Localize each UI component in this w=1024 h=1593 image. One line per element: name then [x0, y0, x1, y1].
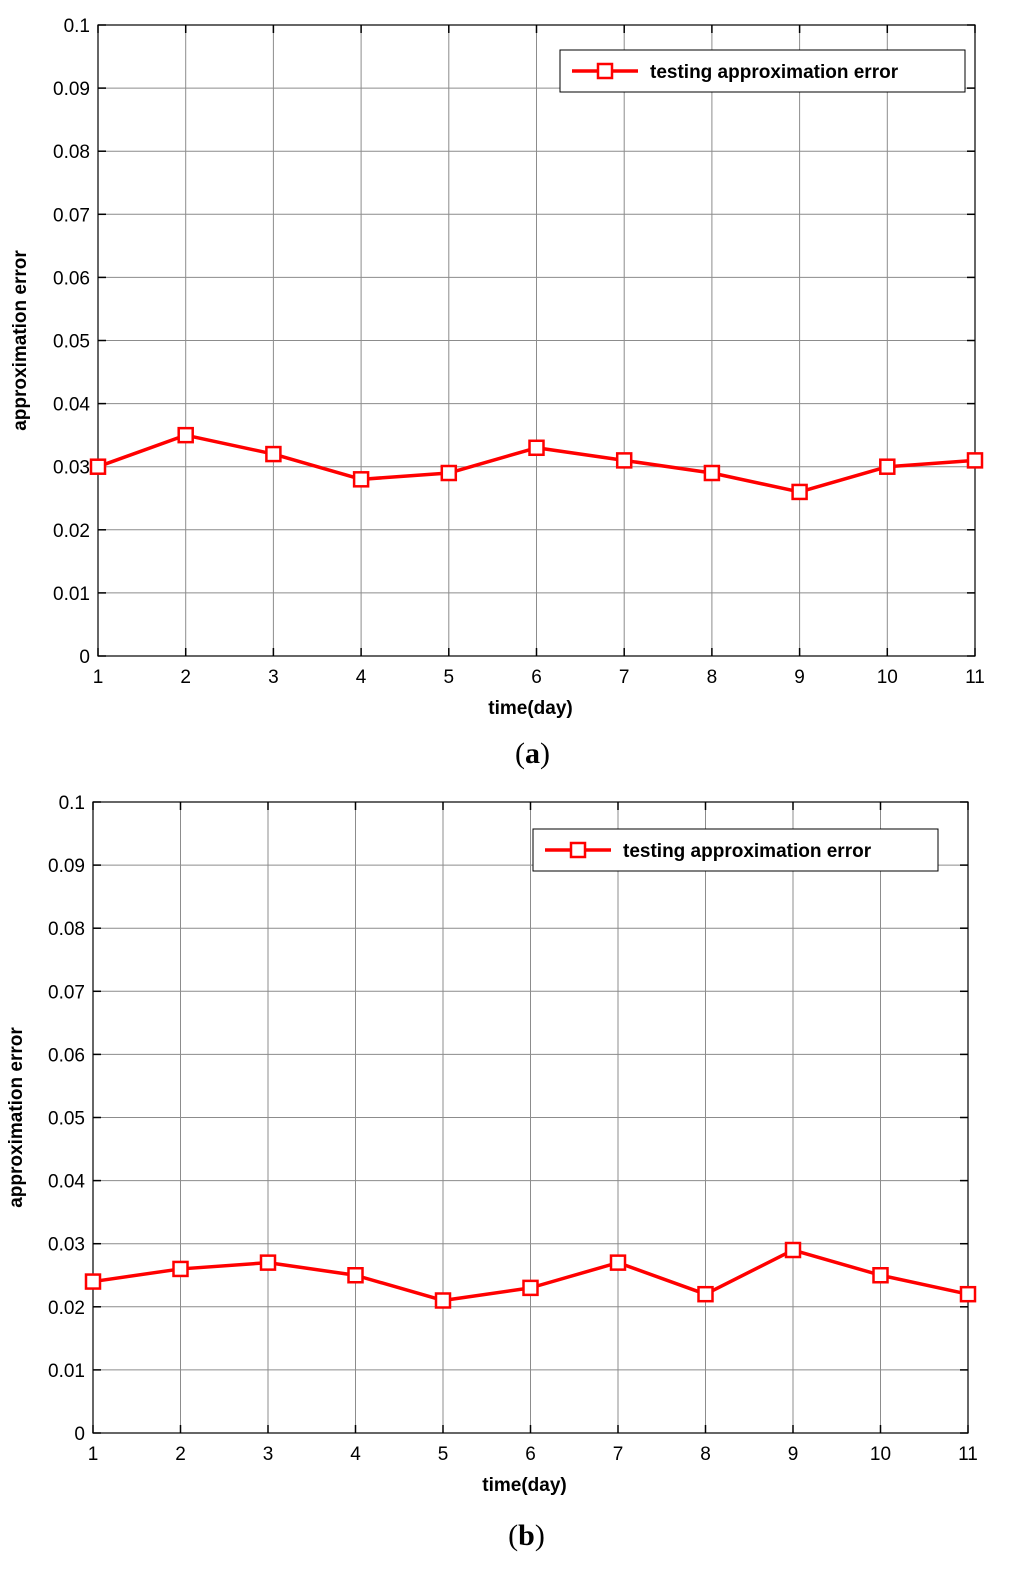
y-tick-label: 0.04 — [48, 1172, 85, 1193]
y-tick-label: 0.03 — [53, 458, 90, 479]
y-tick-label: 0.04 — [53, 395, 90, 416]
y-tick-label: 0.01 — [53, 584, 90, 605]
y-tick-label: 0.01 — [48, 1361, 85, 1382]
data-point-marker — [89, 458, 107, 475]
x-tick-label: 3 — [268, 667, 279, 688]
data-point-marker — [697, 1285, 714, 1303]
y-tick-label: 0 — [74, 1424, 85, 1445]
data-point-marker — [966, 452, 984, 469]
x-tick-label: 6 — [525, 1444, 536, 1465]
x-tick-label: 11 — [965, 667, 985, 688]
data-point-marker — [609, 1254, 627, 1271]
data-point-marker — [703, 464, 721, 482]
x-tick-label: 3 — [263, 1444, 274, 1465]
x-tick-label: 9 — [788, 1444, 799, 1465]
panel-label-open-paren: ( — [508, 1519, 518, 1552]
x-tick-label: 4 — [350, 1444, 361, 1465]
y-tick-label: 0.02 — [53, 521, 90, 542]
x-tick-label: 11 — [958, 1444, 978, 1465]
y-tick-label: 0.09 — [53, 79, 90, 100]
x-tick-label: 7 — [619, 667, 630, 688]
data-point-marker — [959, 1285, 977, 1303]
data-point-marker — [84, 1273, 102, 1290]
data-point-marker — [615, 452, 633, 469]
data-point-marker — [791, 483, 808, 501]
x-tick-label: 10 — [877, 667, 898, 688]
chart-panel-b: 1 2 3 4 5 6 7 8 9 10 11 0 0.01 0.02 0.03 0.04 0.05 0.06 0.… — [6, 793, 978, 1552]
data-point-marker — [259, 1254, 277, 1271]
data-point-marker — [265, 445, 282, 463]
panel-label: (a) — [515, 737, 550, 770]
x-tick-label: 2 — [175, 1444, 186, 1465]
panel-label-open-paren: ( — [515, 737, 525, 770]
y-tick-label: 0.09 — [48, 856, 85, 877]
legend-entry-label: testing approximation error — [623, 841, 872, 862]
x-tick-label: 1 — [88, 1444, 99, 1465]
x-tick-label: 8 — [700, 1444, 711, 1465]
x-tick-label: 2 — [180, 667, 191, 688]
x-tick-label: 8 — [707, 667, 718, 688]
x-tick-label: 5 — [444, 667, 455, 688]
y-tick-label: 0.1 — [59, 793, 85, 814]
y-tick-label: 0.07 — [48, 982, 85, 1003]
y-tick-label: 0.06 — [53, 268, 90, 289]
y-tick-label: 0.1 — [64, 16, 90, 37]
data-point-marker — [347, 1267, 364, 1284]
y-tick-label: 0.03 — [48, 1235, 85, 1256]
x-tick-label: 1 — [93, 667, 104, 688]
panel-label-close-paren: ) — [535, 1519, 545, 1552]
data-point-marker — [879, 458, 896, 475]
panel-label-close-paren: ) — [540, 737, 550, 770]
data-point-marker — [528, 439, 545, 457]
data-point-marker — [172, 1260, 189, 1278]
panel-label-letter: b — [518, 1519, 535, 1552]
x-axis-label: time(day) — [488, 698, 572, 719]
y-tick-label: 0 — [79, 647, 90, 668]
x-tick-label: 10 — [870, 1444, 891, 1465]
y-tick-label: 0.07 — [53, 205, 90, 226]
data-point-marker — [522, 1279, 539, 1297]
y-tick-label: 0.02 — [48, 1298, 85, 1319]
data-point-marker — [352, 471, 370, 488]
panel-label-letter: a — [525, 737, 540, 770]
data-point-marker — [177, 426, 194, 444]
y-tick-label: 0.05 — [48, 1109, 85, 1130]
x-tick-label: 4 — [356, 667, 367, 688]
data-point-marker — [440, 464, 458, 482]
data-point-marker — [434, 1292, 452, 1309]
y-axis-label: approximation error — [10, 250, 31, 431]
data-point-marker — [784, 1241, 802, 1259]
y-tick-label: 0.08 — [53, 142, 90, 163]
x-tick-label: 7 — [613, 1444, 624, 1465]
x-tick-label: 9 — [794, 667, 805, 688]
y-tick-label: 0.05 — [53, 332, 90, 353]
y-tick-label: 0.08 — [48, 919, 85, 940]
x-tick-label: 6 — [531, 667, 542, 688]
legend-marker-swatch — [596, 62, 614, 80]
y-tick-label: 0.06 — [48, 1045, 85, 1066]
legend-marker-swatch — [569, 841, 587, 859]
data-point-marker — [872, 1267, 889, 1284]
chart-panel-a: 1 2 3 4 5 6 7 8 9 10 11 0 0.01 0.02 0.03 0.04 0.05 0.06 0.… — [10, 16, 985, 770]
panel-label: (b) — [508, 1519, 545, 1552]
legend-entry-label: testing approximation error — [650, 62, 899, 83]
x-axis-label: time(day) — [482, 1475, 566, 1496]
y-axis-label: approximation error — [6, 1027, 27, 1208]
x-tick-label: 5 — [438, 1444, 449, 1465]
